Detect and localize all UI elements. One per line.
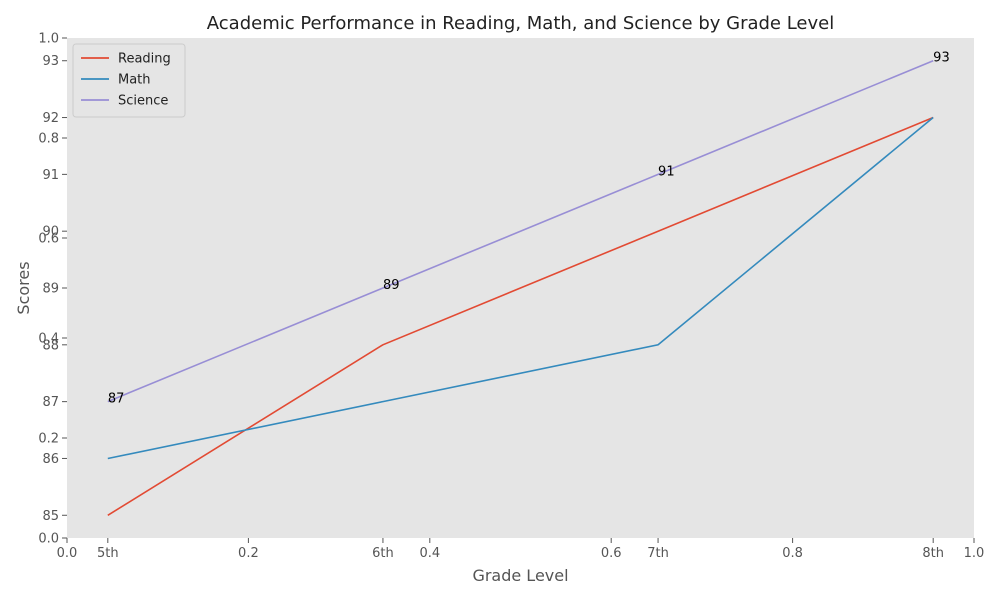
series-line-science [107, 59, 934, 403]
overlay-x-axis: 0.0 0.2 0.4 0.6 0.8 1.0 [57, 538, 985, 561]
overlay-y-tick-label: 1.0 [38, 32, 59, 47]
overlay-y-tick-label: 0.0 [38, 532, 59, 547]
series-lines [107, 59, 934, 516]
x-tick-label: 6th [372, 546, 394, 561]
y-tick-label: 88 [42, 338, 59, 353]
x-axis: 5th 6th 7th 8th [97, 538, 944, 561]
overlay-y-tick-label: 0.8 [38, 132, 59, 147]
overlay-x-tick-label: 0.0 [57, 546, 78, 561]
overlay-x-tick-label: 0.8 [782, 546, 803, 561]
y-axis-label: Scores [14, 261, 33, 314]
overlay-x-tick-label: 0.2 [238, 546, 259, 561]
x-axis-label: Grade Level [472, 566, 568, 585]
y-tick-label: 92 [42, 111, 59, 126]
overlay-x-tick-label: 1.0 [964, 546, 985, 561]
overlay-x-tick-label: 0.4 [419, 546, 440, 561]
y-tick-label: 90 [42, 225, 59, 240]
x-tick-label: 7th [647, 546, 669, 561]
annotation-label: 89 [383, 278, 400, 293]
y-tick-label: 86 [42, 452, 59, 467]
chart-title: Academic Performance in Reading, Math, a… [207, 13, 834, 34]
overlay-y-tick-label: 0.6 [38, 232, 59, 247]
annotation-label: 93 [933, 51, 950, 66]
overlay-y-axis: 0.0 0.2 0.4 0.6 0.8 1.0 [38, 32, 67, 547]
annotation-label: 91 [658, 164, 675, 179]
y-axis: 85 86 87 88 89 90 91 92 93 [42, 54, 67, 524]
y-tick-label: 89 [42, 282, 59, 297]
legend-label: Reading [118, 52, 171, 67]
legend: Reading Math Science [72, 43, 186, 118]
annotation-label: 87 [108, 392, 125, 407]
x-tick-label: 8th [922, 546, 944, 561]
overlay-y-tick-label: 0.2 [38, 432, 59, 447]
overlay-x-tick-label: 0.6 [601, 546, 622, 561]
y-tick-label: 91 [42, 168, 59, 183]
x-tick-label: 5th [97, 546, 119, 561]
overlay-y-tick-label: 0.4 [38, 332, 59, 347]
y-tick-label: 87 [42, 395, 59, 410]
y-tick-label: 85 [42, 509, 59, 524]
legend-box [72, 43, 186, 118]
y-tick-label: 93 [42, 54, 59, 69]
legend-label: Math [118, 73, 151, 88]
legend-label: Science [118, 94, 168, 109]
series-line-math [107, 116, 934, 460]
annotations: 87 89 91 93 [108, 51, 950, 407]
